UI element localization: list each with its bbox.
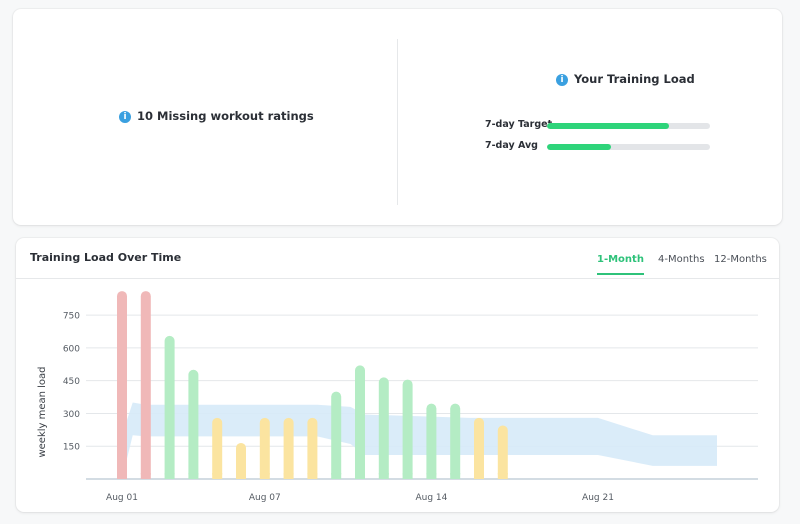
training-load-chart-card: Training Load Over Time 1-Month 4-Months… [16, 238, 779, 512]
divider [397, 39, 398, 205]
load-bar [474, 417, 484, 479]
load-bar [117, 291, 127, 479]
y-tick-label: 150 [63, 443, 80, 453]
load-bar-base [450, 473, 461, 479]
x-tick-label: Aug 07 [249, 493, 281, 503]
x-tick-label: Aug 21 [582, 493, 614, 503]
load-bar [450, 403, 461, 479]
load-bar-base [188, 473, 199, 479]
load-bar [164, 335, 175, 479]
x-tick-label: Aug 01 [106, 493, 138, 503]
tab-1-month[interactable]: 1-Month [597, 254, 644, 275]
training-load-heading: i Your Training Load [556, 72, 695, 86]
training-summary-card: i 10 Missing workout ratings i Your Traini… [13, 9, 782, 225]
load-bar-base [283, 473, 294, 479]
progress-track [547, 144, 710, 150]
y-tick-label: 750 [63, 312, 80, 322]
load-bar-base [402, 473, 413, 479]
progress-track [547, 123, 710, 129]
progress-fill [547, 144, 611, 150]
y-axis-label: weekly mean load [37, 366, 48, 457]
y-tick-label: 300 [63, 410, 80, 420]
info-icon[interactable]: i [119, 110, 131, 123]
load-bar-base [426, 473, 437, 479]
load-bar [355, 365, 365, 479]
load-bar-base [164, 473, 175, 479]
load-bar-base [307, 473, 318, 479]
load-bar-base [236, 473, 246, 479]
load-bar [140, 291, 151, 479]
training-load-title: Your Training Load [574, 72, 695, 86]
load-row-label: 7-day Target [485, 119, 553, 130]
missing-ratings[interactable]: i 10 Missing workout ratings [119, 109, 314, 123]
load-bar [331, 391, 342, 479]
chart-title: Training Load Over Time [30, 251, 182, 264]
load-row-avg: 7-day Avg [485, 140, 715, 154]
load-row-target: 7-day Target [485, 119, 715, 133]
info-icon[interactable]: i [556, 73, 568, 86]
load-bar-base [355, 473, 365, 479]
load-bar-base [117, 473, 127, 479]
tab-4-months[interactable]: 4-Months [658, 254, 705, 265]
tab-12-months[interactable]: 12-Months [714, 254, 767, 265]
load-bar-base [378, 473, 389, 479]
load-bar-base [259, 473, 270, 479]
load-bar [236, 442, 246, 479]
load-bar [497, 425, 508, 479]
missing-ratings-label: 10 Missing workout ratings [137, 109, 314, 123]
load-bar-base [474, 473, 484, 479]
training-load-chart: 150 300 450 600 750 Aug 01 Aug 07 Aug 14 Aug 21 w… [37, 291, 758, 503]
x-tick-label: Aug 14 [415, 493, 447, 503]
load-bar-base [497, 473, 508, 479]
load-bar [283, 417, 294, 479]
y-tick-label: 600 [63, 344, 80, 354]
y-tick-label: 450 [63, 377, 80, 387]
load-range-band [122, 402, 717, 479]
load-bar [378, 377, 389, 479]
load-bar [188, 369, 199, 479]
load-bar [259, 417, 270, 479]
load-row-label: 7-day Avg [485, 140, 538, 151]
load-bar-base [331, 473, 342, 479]
load-bar [426, 403, 437, 479]
load-bar-base [140, 473, 151, 479]
header-divider [16, 278, 779, 279]
progress-fill [547, 123, 670, 129]
load-bar [307, 417, 318, 479]
load-bar [402, 379, 413, 479]
load-bar-base [212, 473, 223, 479]
load-bar [212, 417, 223, 479]
